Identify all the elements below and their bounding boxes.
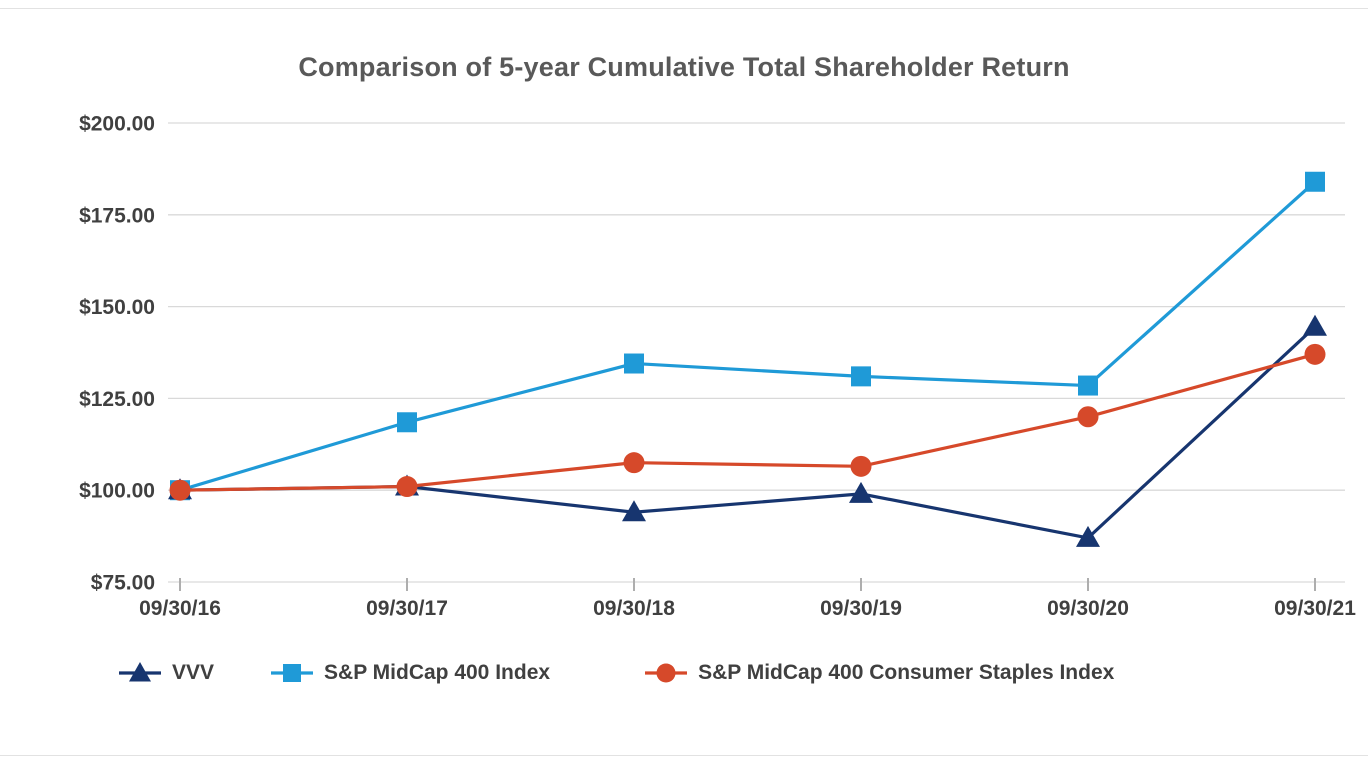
legend-label-vvv: VVV <box>172 661 215 684</box>
svg-text:09/30/19: 09/30/19 <box>820 597 902 620</box>
svg-text:$200.00: $200.00 <box>79 113 155 136</box>
svg-text:$175.00: $175.00 <box>79 204 155 227</box>
legend-label-sp-midcap-400-index: S&P MidCap 400 Index <box>324 661 551 684</box>
svg-text:$100.00: $100.00 <box>79 480 155 503</box>
svg-text:09/30/20: 09/30/20 <box>1047 597 1129 620</box>
chart-legend: VVV S&P MidCap 400 Index S&P MidCap 400 … <box>118 660 1114 686</box>
svg-text:$125.00: $125.00 <box>79 388 155 411</box>
svg-text:$75.00: $75.00 <box>91 572 155 595</box>
svg-text:09/30/17: 09/30/17 <box>366 597 448 620</box>
legend-item-sp-midcap-400-index: S&P MidCap 400 Index <box>270 660 550 686</box>
svg-text:$150.00: $150.00 <box>79 296 155 319</box>
legend-item-vvv: VVV <box>118 660 214 686</box>
svg-text:09/30/18: 09/30/18 <box>593 597 675 620</box>
svg-text:09/30/21: 09/30/21 <box>1274 597 1356 620</box>
legend-label-sp-midcap-400-consumer-staples-index: S&P MidCap 400 Consumer Staples Index <box>698 661 1115 684</box>
svg-text:09/30/16: 09/30/16 <box>139 597 221 620</box>
triangle-marker-icon <box>119 662 161 682</box>
legend-item-sp-midcap-400-consumer-staples-index: S&P MidCap 400 Consumer Staples Index <box>644 660 1114 686</box>
chart-title: Comparison of 5-year Cumulative Total Sh… <box>298 52 1070 82</box>
square-marker-icon <box>271 664 314 682</box>
circle-marker-icon <box>645 663 688 683</box>
